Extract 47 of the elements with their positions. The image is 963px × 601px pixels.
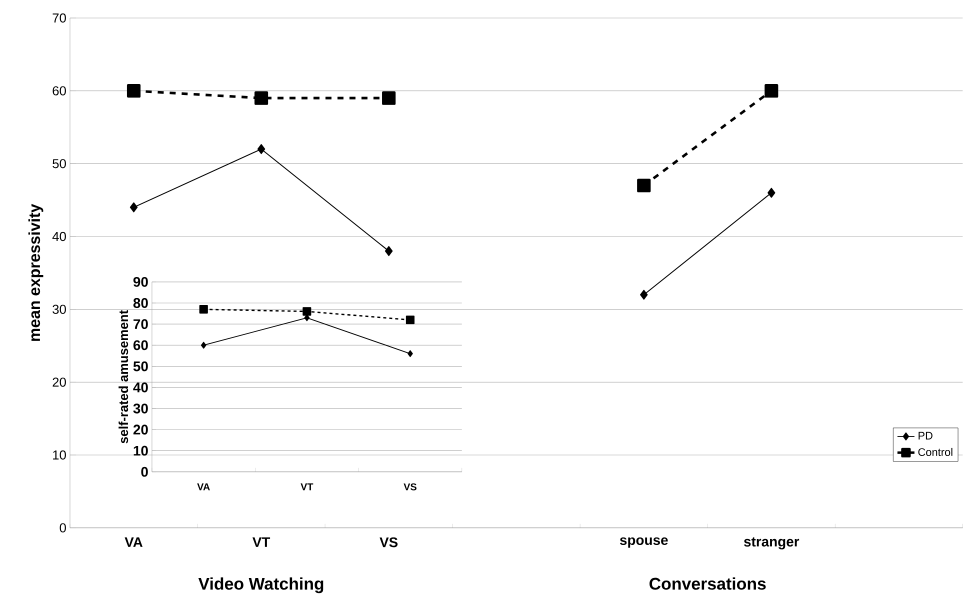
point [126,84,141,98]
point [254,91,268,105]
y-tick-label: 0 [60,523,66,532]
y-tick-label: 10 [53,450,66,460]
x-tick-label: VS [404,483,416,490]
y-tick-label: 30 [133,404,148,414]
point [768,188,776,198]
point [640,290,648,300]
y-tick-label: 40 [52,232,66,242]
point [302,307,312,316]
y-tick-label: 60 [52,86,66,96]
point [130,202,138,212]
y-axis-title: mean expressivity [28,204,44,342]
y-tick-label: 0 [141,466,148,477]
point [408,350,413,358]
y-tick-label: 60 [133,340,148,350]
x-tick-label: spouse [620,537,668,548]
point [384,246,393,256]
y-tick-label: 70 [134,319,148,330]
point [382,91,396,105]
legend-label: Control [918,448,952,456]
point [257,144,266,154]
y-tick-label: 50 [52,159,66,168]
y-axis-title: self-rated amusement [118,310,128,444]
y-tick-label: 10 [134,446,148,456]
y-tick-label: 90 [133,277,148,287]
point [764,84,778,98]
text: Video Watching [198,577,324,594]
x-tick-label: VT [300,483,314,490]
y-tick-label: 70 [52,13,66,23]
x-tick-label: VT [252,537,270,548]
x-tick-label: VS [380,537,398,548]
x-tick-label: stranger [744,537,800,550]
x-tick-label: VA [124,537,143,548]
point [406,316,415,324]
legend-label: PD [918,432,932,440]
y-tick-label: 80 [133,298,148,308]
y-tick-label: 20 [52,378,66,387]
y-tick-label: 40 [133,382,148,392]
text: Conversations [650,577,766,590]
y-tick-label: 20 [133,424,148,435]
point [199,305,208,314]
y-tick-label: 30 [52,304,66,314]
x-tick-label: VA [197,483,210,490]
y-tick-label: 50 [133,361,148,372]
point [200,342,206,349]
point [637,178,651,192]
